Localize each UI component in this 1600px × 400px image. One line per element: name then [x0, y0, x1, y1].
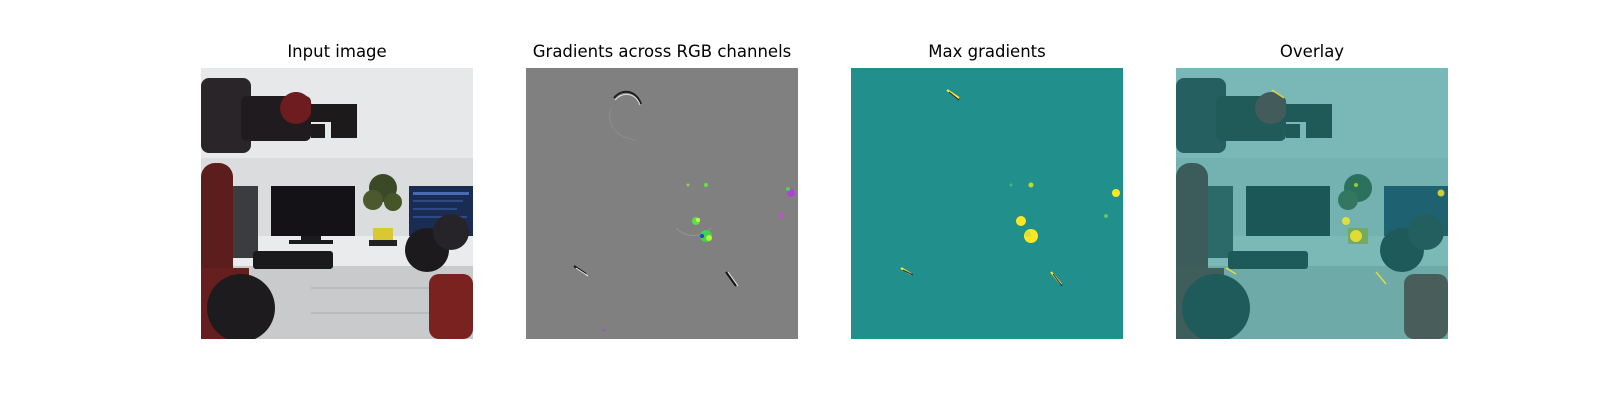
- panel-title: Input image: [287, 42, 387, 61]
- panel-gradients-rgb: Gradients across RGB channels: [526, 0, 798, 400]
- panel-max-gradients: Max gradients: [851, 0, 1123, 400]
- panel-title: Max gradients: [928, 42, 1046, 61]
- panel-overlay: Overlay: [1176, 0, 1448, 400]
- panel-title: Gradients across RGB channels: [532, 42, 792, 61]
- max-gradients-image: [851, 68, 1123, 339]
- overlay-image: [1176, 68, 1448, 339]
- input-image: [201, 68, 473, 339]
- panel-title: Overlay: [1279, 42, 1345, 61]
- gradients-rgb-image: [526, 68, 798, 339]
- panel-input-image: Input image: [201, 0, 473, 400]
